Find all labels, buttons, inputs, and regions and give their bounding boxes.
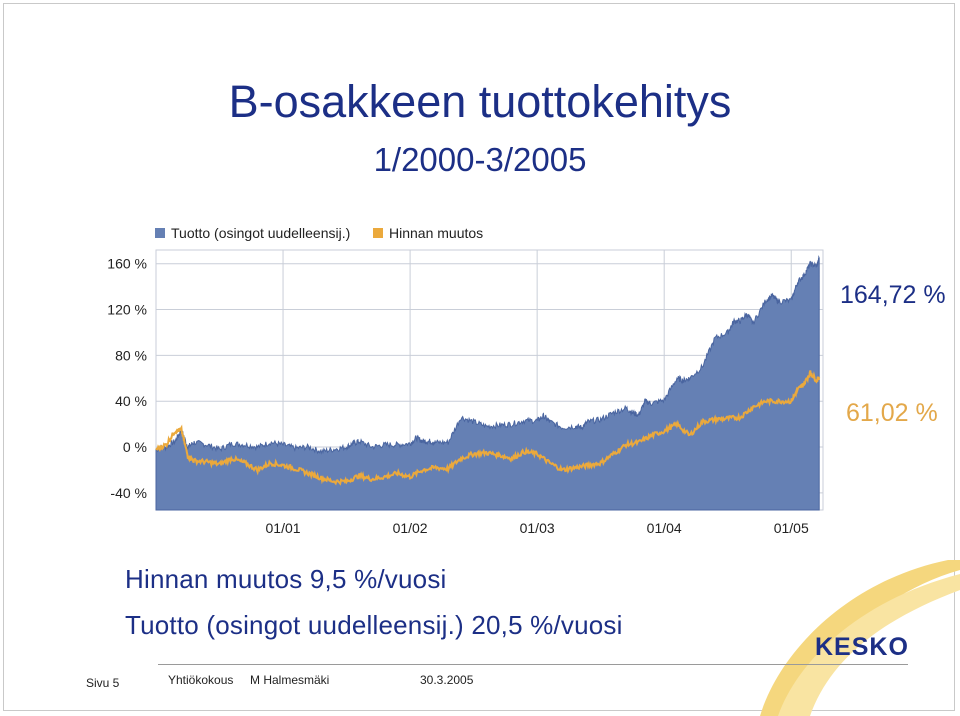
x-tick-label: 01/02: [393, 520, 428, 536]
y-tick-label: 80 %: [115, 347, 147, 363]
series-total-return-area: [155, 255, 820, 511]
legend-label: Hinnan muutos: [389, 225, 483, 241]
price-change-stat: Hinnan muutos 9,5 %/vuosi: [125, 564, 447, 594]
y-tick-label: 0 %: [123, 439, 147, 455]
footer-divider: [158, 664, 908, 665]
y-tick-label: -40 %: [110, 485, 147, 501]
kesko-swoosh-icon: [760, 560, 960, 716]
y-tick-label: 160 %: [107, 256, 147, 272]
x-tick-label: 01/05: [774, 520, 809, 536]
slide-title: B-osakkeen tuottokehitys: [228, 76, 732, 127]
price-change-callout: 61,02 %: [846, 399, 938, 427]
legend-swatch: [373, 228, 383, 238]
footer-page-number: Sivu 5: [86, 676, 120, 690]
total-return-callout: 164,72 %: [840, 281, 946, 309]
x-tick-label: 01/01: [266, 520, 301, 536]
total-return-stat: Tuotto (osingot uudelleensij.) 20,5 %/vu…: [125, 610, 623, 640]
x-tick-label: 01/04: [647, 520, 682, 536]
y-tick-label: 40 %: [115, 393, 147, 409]
kesko-logo: KESKO: [815, 633, 909, 661]
y-tick-label: 120 %: [107, 302, 147, 318]
series-price-change-line: [155, 370, 821, 486]
legend-label: Tuotto (osingot uudelleensij.): [171, 225, 350, 241]
footer-author: M Halmesmäki: [250, 673, 330, 687]
slide-subtitle: 1/2000-3/2005: [373, 141, 587, 178]
footer-event: Yhtiökokous: [168, 673, 234, 687]
legend-swatch: [155, 228, 165, 238]
x-tick-label: 01/03: [520, 520, 555, 536]
footer-date: 30.3.2005: [420, 673, 474, 687]
slide-frame: [3, 3, 955, 711]
